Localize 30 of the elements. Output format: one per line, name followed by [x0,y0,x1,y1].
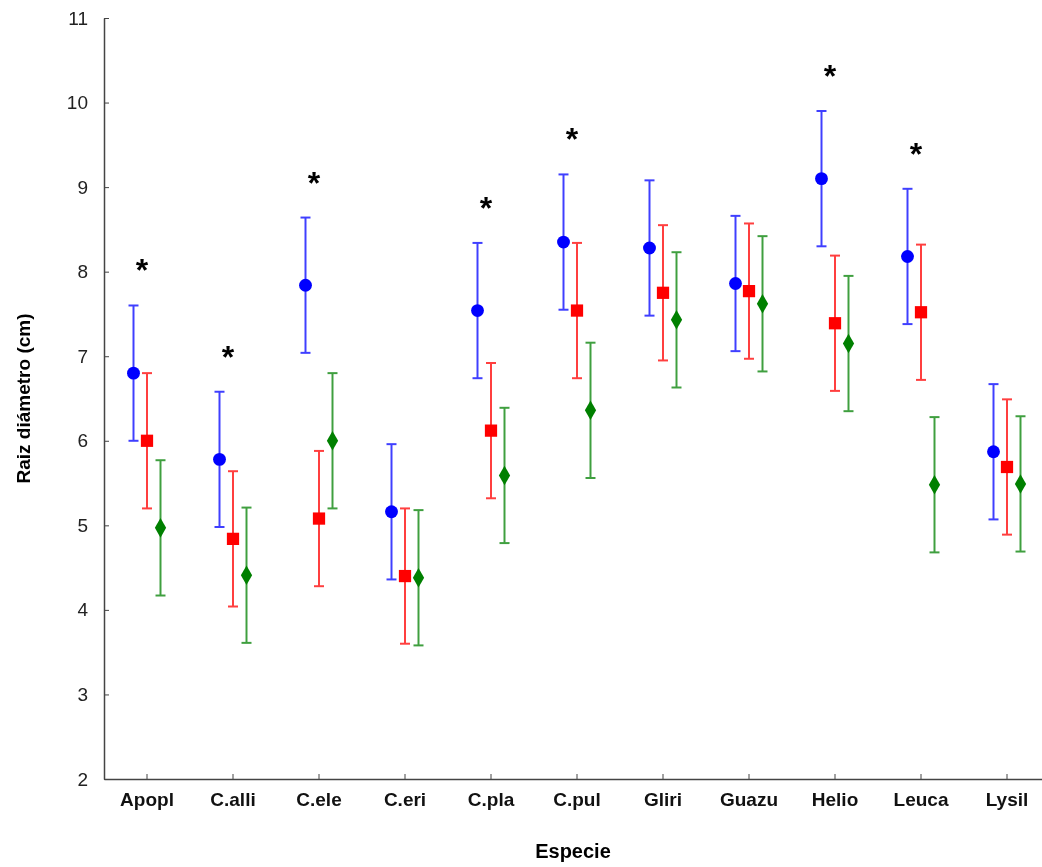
asterisk: * [135,252,149,289]
x-axis-title: Especie [535,840,611,862]
x-tick-label: Helio [811,789,859,811]
y-axis-title: Raiz diámetro (cm) [13,313,34,484]
y-tick-label: 2 [77,768,88,790]
y-tick-label: 3 [77,684,88,706]
x-tick-label: C.alli [210,789,256,811]
asterisk: * [221,338,235,375]
asterisk: * [307,164,321,201]
x-tick-label: C.pla [467,789,515,811]
y-tick-label: 11 [68,7,88,29]
y-tick-label: 7 [77,345,88,367]
x-tick-label: Apopl [120,789,174,811]
y-tick-label: 8 [77,261,88,283]
asterisk: * [565,121,579,158]
y-tick-label: 10 [66,92,88,114]
y-tick-label: 4 [77,599,89,621]
x-tick-label: C.eri [383,789,427,811]
x-tick-label: C.ele [296,789,342,811]
asterisk: * [909,135,923,172]
x-tick-label: Leuca [893,789,949,811]
asterisk: * [479,189,493,226]
x-tick-label: Lysil [985,789,1029,811]
y-tick-label: 9 [77,176,88,198]
x-tick-label: C.pul [553,789,601,811]
asterisk: * [823,58,837,94]
y-tick-label: 5 [77,514,88,536]
x-tick-label: Guazu [719,789,779,811]
y-tick-label: 6 [77,430,88,452]
x-tick-label: Gliri [643,789,683,811]
